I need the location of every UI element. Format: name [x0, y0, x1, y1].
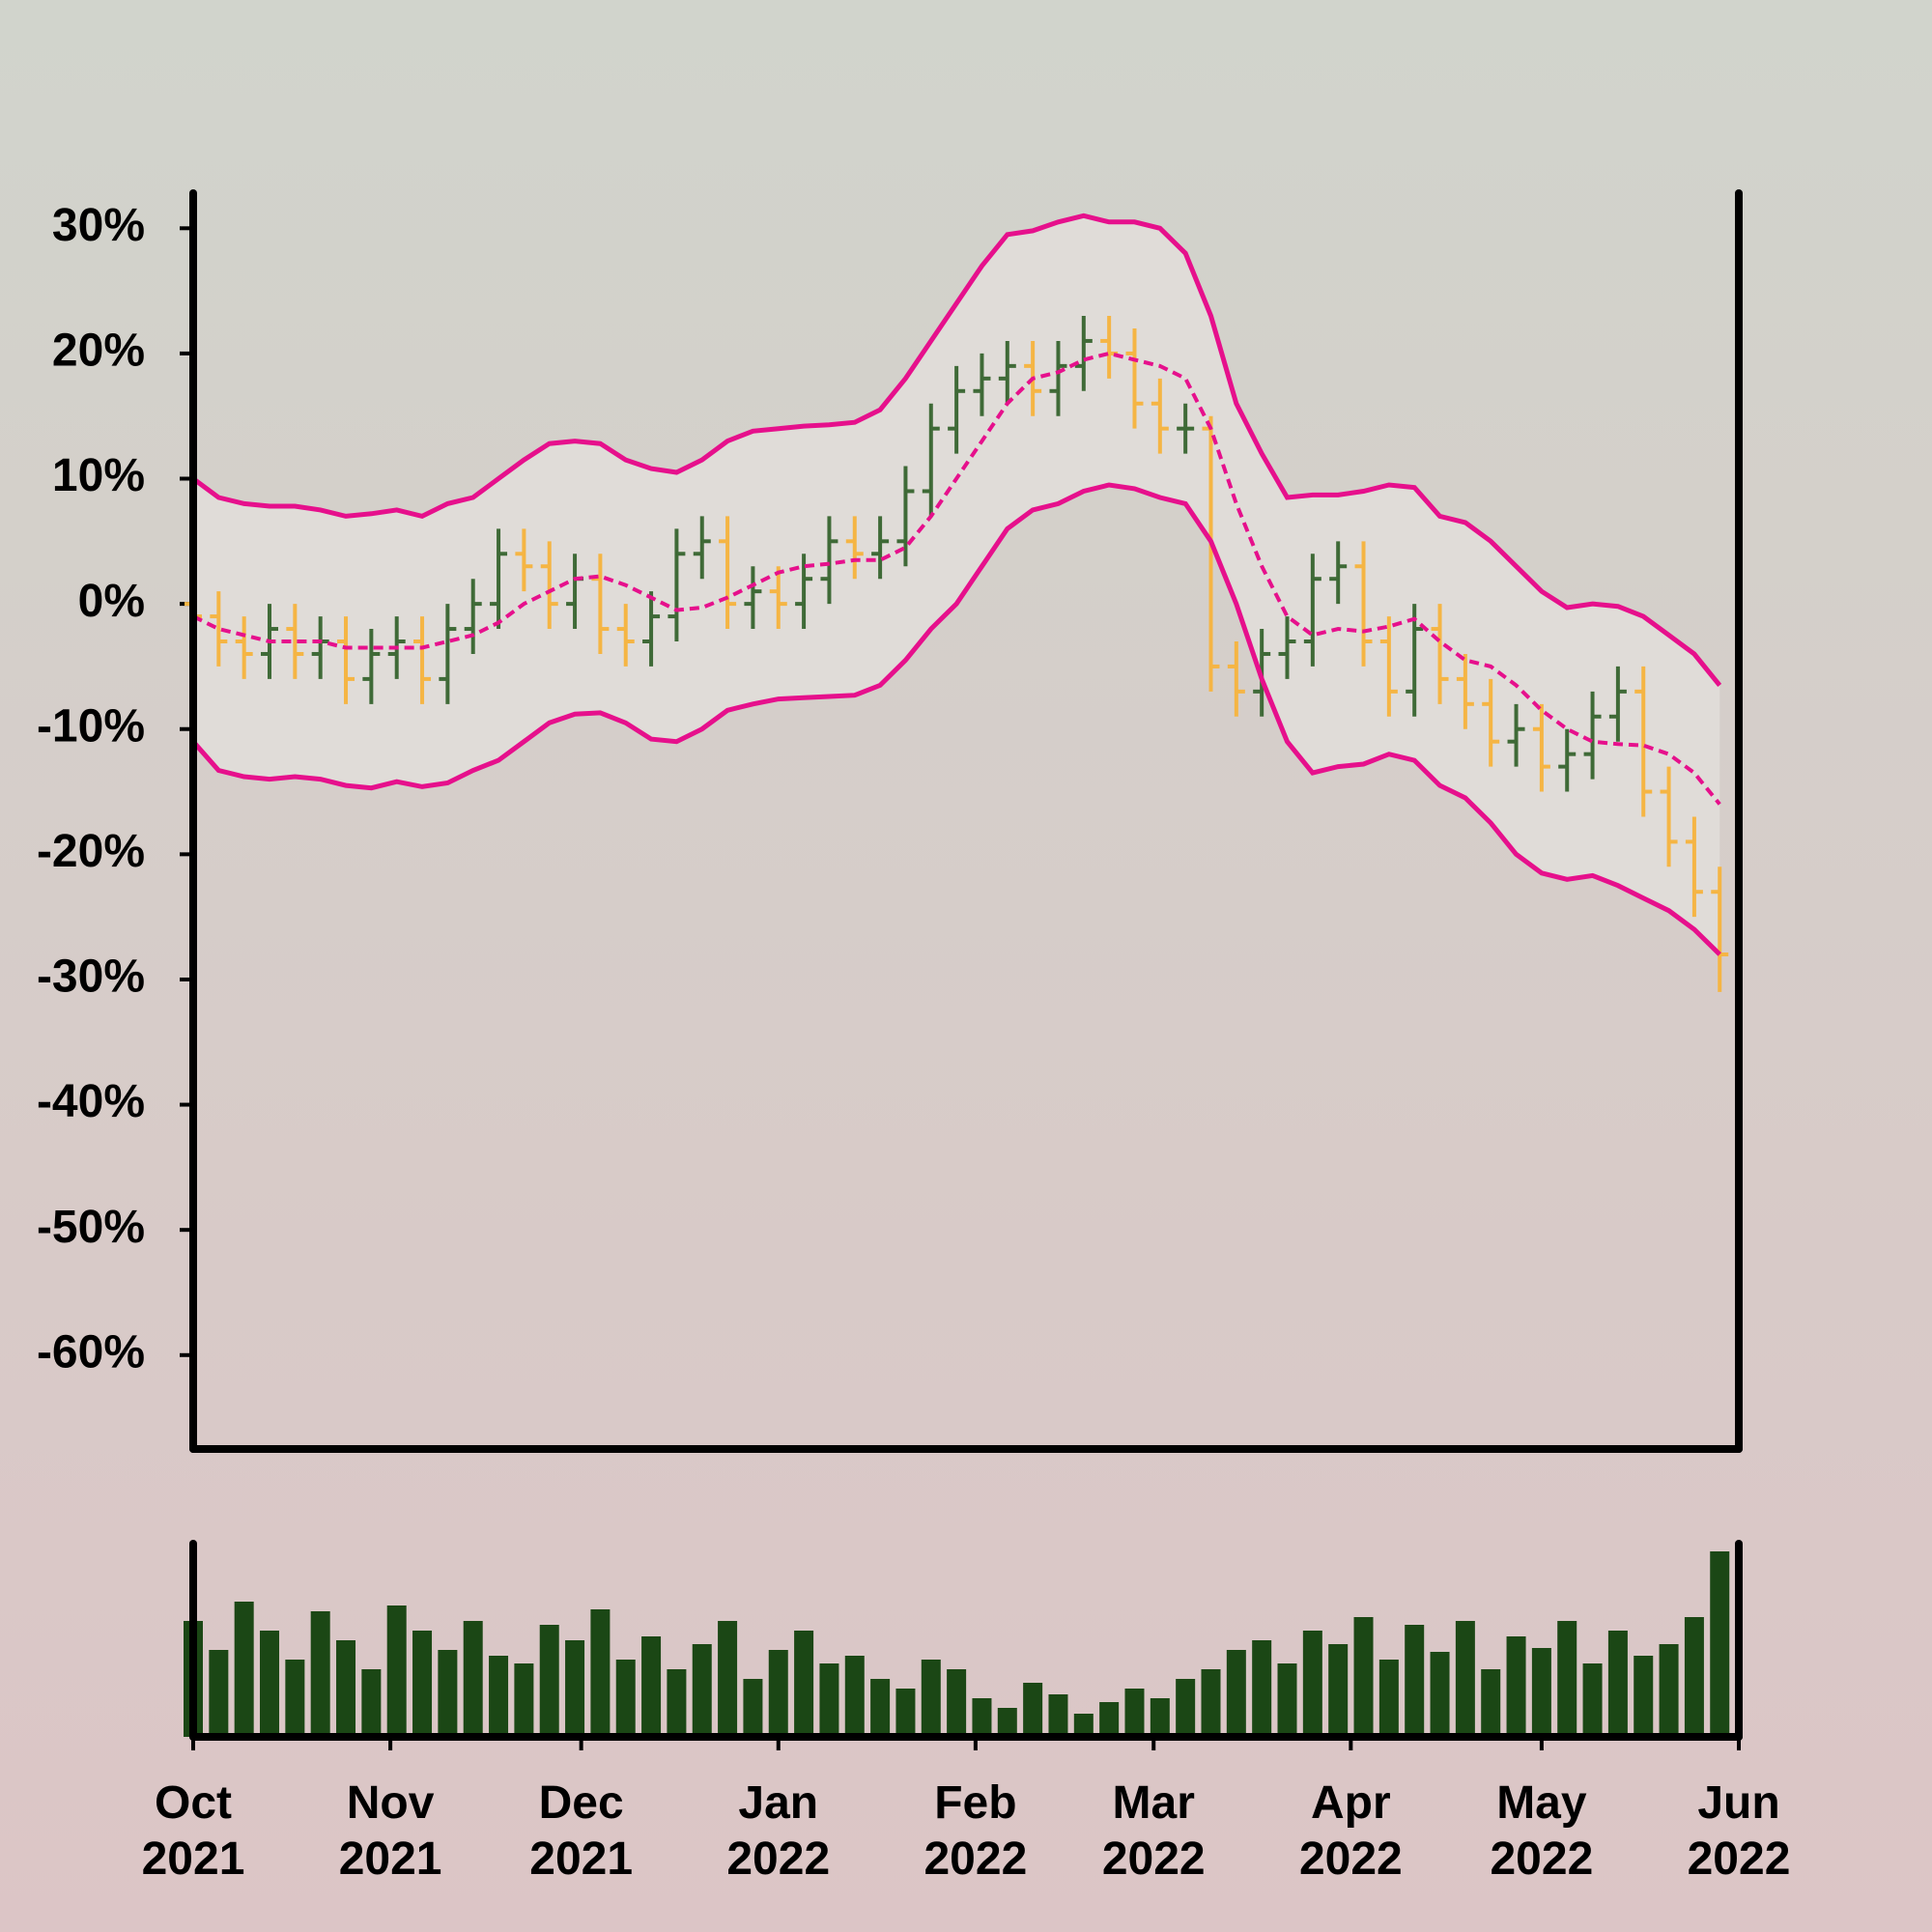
y-tick-label: 20% — [52, 326, 145, 377]
volume-bar — [1430, 1652, 1450, 1737]
volume-bar — [1634, 1656, 1654, 1737]
y-tick-label: 10% — [52, 450, 145, 501]
band-middle — [192, 351, 1721, 806]
x-tick-label: Feb 2022 — [923, 1777, 1028, 1885]
volume-bar — [361, 1669, 382, 1737]
volume-bar — [412, 1631, 433, 1737]
volume-bar — [1302, 1631, 1322, 1737]
volume-bar — [565, 1640, 585, 1737]
volume-bar — [743, 1679, 763, 1737]
volume-bar — [1252, 1640, 1272, 1737]
y-tick-label: -60% — [37, 1326, 145, 1378]
volume-bar — [590, 1609, 611, 1737]
y-tick-label: -20% — [37, 826, 145, 877]
x-tick-label: Nov 2021 — [338, 1777, 442, 1885]
volume-bar — [692, 1644, 712, 1737]
y-tick-label: 0% — [78, 576, 145, 627]
volume-bar — [718, 1621, 738, 1737]
x-tick-label: Jun 2022 — [1687, 1777, 1791, 1885]
volume-bar — [463, 1621, 483, 1737]
x-tick-label: Mar 2022 — [1101, 1777, 1206, 1885]
volume-bar — [1277, 1663, 1297, 1737]
x-tick-label: Jan 2022 — [726, 1777, 831, 1885]
volume-bar — [1328, 1644, 1349, 1737]
band-upper — [191, 213, 1722, 687]
volume-bar — [336, 1640, 356, 1737]
band-fill — [193, 215, 1720, 955]
y-tick-label: -40% — [37, 1076, 145, 1127]
volume-bar — [972, 1698, 992, 1737]
volume-bar — [1684, 1617, 1704, 1737]
y-tick-label: -50% — [37, 1202, 145, 1253]
volume-bar — [1506, 1636, 1526, 1737]
volume-bar — [1048, 1694, 1068, 1737]
volume-bar — [844, 1656, 865, 1737]
volume-bar — [1378, 1660, 1399, 1737]
y-tick-label: -30% — [37, 952, 145, 1003]
volume-bar — [285, 1660, 305, 1737]
volume-bar — [641, 1636, 662, 1737]
volume-bar — [1531, 1648, 1551, 1737]
volume-bar — [870, 1679, 891, 1737]
volume-bar — [921, 1660, 941, 1737]
volume-bar — [1353, 1617, 1374, 1737]
volume-bar — [1073, 1714, 1094, 1737]
volume-bar — [310, 1611, 330, 1737]
volume-bar — [1710, 1551, 1730, 1737]
band-lower — [191, 482, 1721, 956]
volume-bar — [819, 1663, 839, 1737]
volume-bar — [1023, 1683, 1043, 1737]
volume-bar — [1659, 1644, 1679, 1737]
volume-bar — [1557, 1621, 1577, 1737]
volume-bar — [1099, 1702, 1120, 1737]
x-tick-label: May 2022 — [1490, 1777, 1594, 1885]
volume-bar — [895, 1689, 916, 1737]
volume-bar — [768, 1650, 788, 1737]
volume-bar — [514, 1663, 534, 1737]
volume-bar — [209, 1650, 229, 1737]
volume-bar — [947, 1669, 967, 1737]
volume-bar — [1607, 1631, 1628, 1737]
x-tick-label: Apr 2022 — [1298, 1777, 1403, 1885]
volume-bar — [489, 1656, 509, 1737]
volume-bar — [667, 1669, 687, 1737]
volume-bar — [1582, 1663, 1603, 1737]
volume-bar — [260, 1631, 280, 1737]
volume-bar — [997, 1708, 1017, 1737]
x-tick-label: Dec 2021 — [529, 1777, 634, 1885]
volume-bar — [1201, 1669, 1221, 1737]
x-tick-label: Oct 2021 — [141, 1777, 245, 1885]
volume-bar — [1405, 1625, 1425, 1737]
volume-bar — [1150, 1698, 1170, 1737]
volume-bar — [1226, 1650, 1246, 1737]
volume-bar — [386, 1605, 407, 1737]
volume-bar — [1455, 1621, 1475, 1737]
y-tick-label: -10% — [37, 700, 145, 752]
volume-bar — [615, 1660, 636, 1737]
volume-bar — [1481, 1669, 1501, 1737]
volume-bar — [1124, 1689, 1145, 1737]
volume-bar — [794, 1631, 814, 1737]
volume-bar — [1176, 1679, 1196, 1737]
volume-bar — [234, 1602, 254, 1737]
y-tick-label: 30% — [52, 200, 145, 251]
volume-bar — [438, 1650, 458, 1737]
volume-bar — [539, 1625, 559, 1737]
